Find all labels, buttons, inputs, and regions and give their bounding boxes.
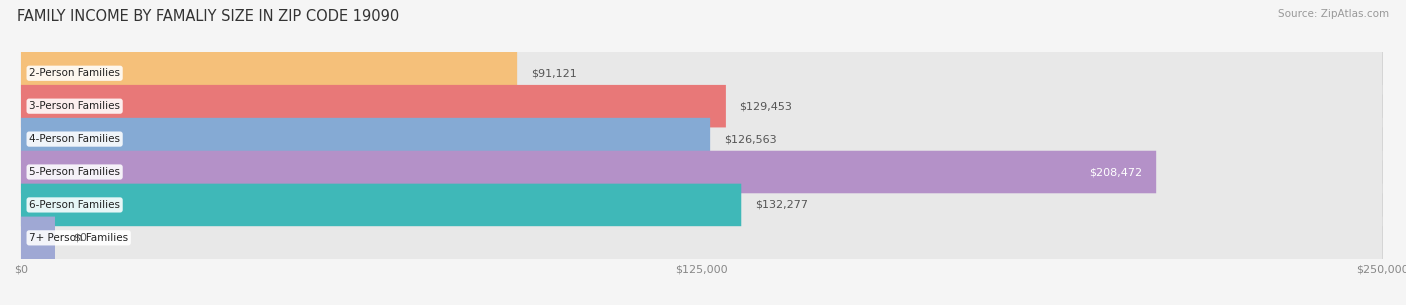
Text: $0: $0: [73, 233, 87, 243]
Text: $126,563: $126,563: [724, 134, 776, 144]
FancyBboxPatch shape: [21, 217, 55, 259]
FancyBboxPatch shape: [21, 52, 517, 95]
FancyBboxPatch shape: [21, 85, 725, 127]
Text: 4-Person Families: 4-Person Families: [30, 134, 120, 144]
FancyBboxPatch shape: [21, 151, 1382, 193]
FancyBboxPatch shape: [21, 217, 1382, 259]
FancyBboxPatch shape: [21, 118, 1382, 160]
Text: 2-Person Families: 2-Person Families: [30, 68, 120, 78]
FancyBboxPatch shape: [21, 85, 1382, 127]
FancyBboxPatch shape: [21, 52, 1382, 95]
Text: $208,472: $208,472: [1090, 167, 1143, 177]
Text: $129,453: $129,453: [740, 101, 793, 111]
FancyBboxPatch shape: [21, 118, 710, 160]
Text: Source: ZipAtlas.com: Source: ZipAtlas.com: [1278, 9, 1389, 19]
FancyBboxPatch shape: [21, 184, 1382, 226]
FancyBboxPatch shape: [21, 151, 1156, 193]
Text: 3-Person Families: 3-Person Families: [30, 101, 120, 111]
Text: $132,277: $132,277: [755, 200, 808, 210]
Text: 7+ Person Families: 7+ Person Families: [30, 233, 128, 243]
FancyBboxPatch shape: [21, 184, 741, 226]
Text: FAMILY INCOME BY FAMALIY SIZE IN ZIP CODE 19090: FAMILY INCOME BY FAMALIY SIZE IN ZIP COD…: [17, 9, 399, 24]
Text: 5-Person Families: 5-Person Families: [30, 167, 120, 177]
Text: $91,121: $91,121: [531, 68, 576, 78]
Text: 6-Person Families: 6-Person Families: [30, 200, 120, 210]
